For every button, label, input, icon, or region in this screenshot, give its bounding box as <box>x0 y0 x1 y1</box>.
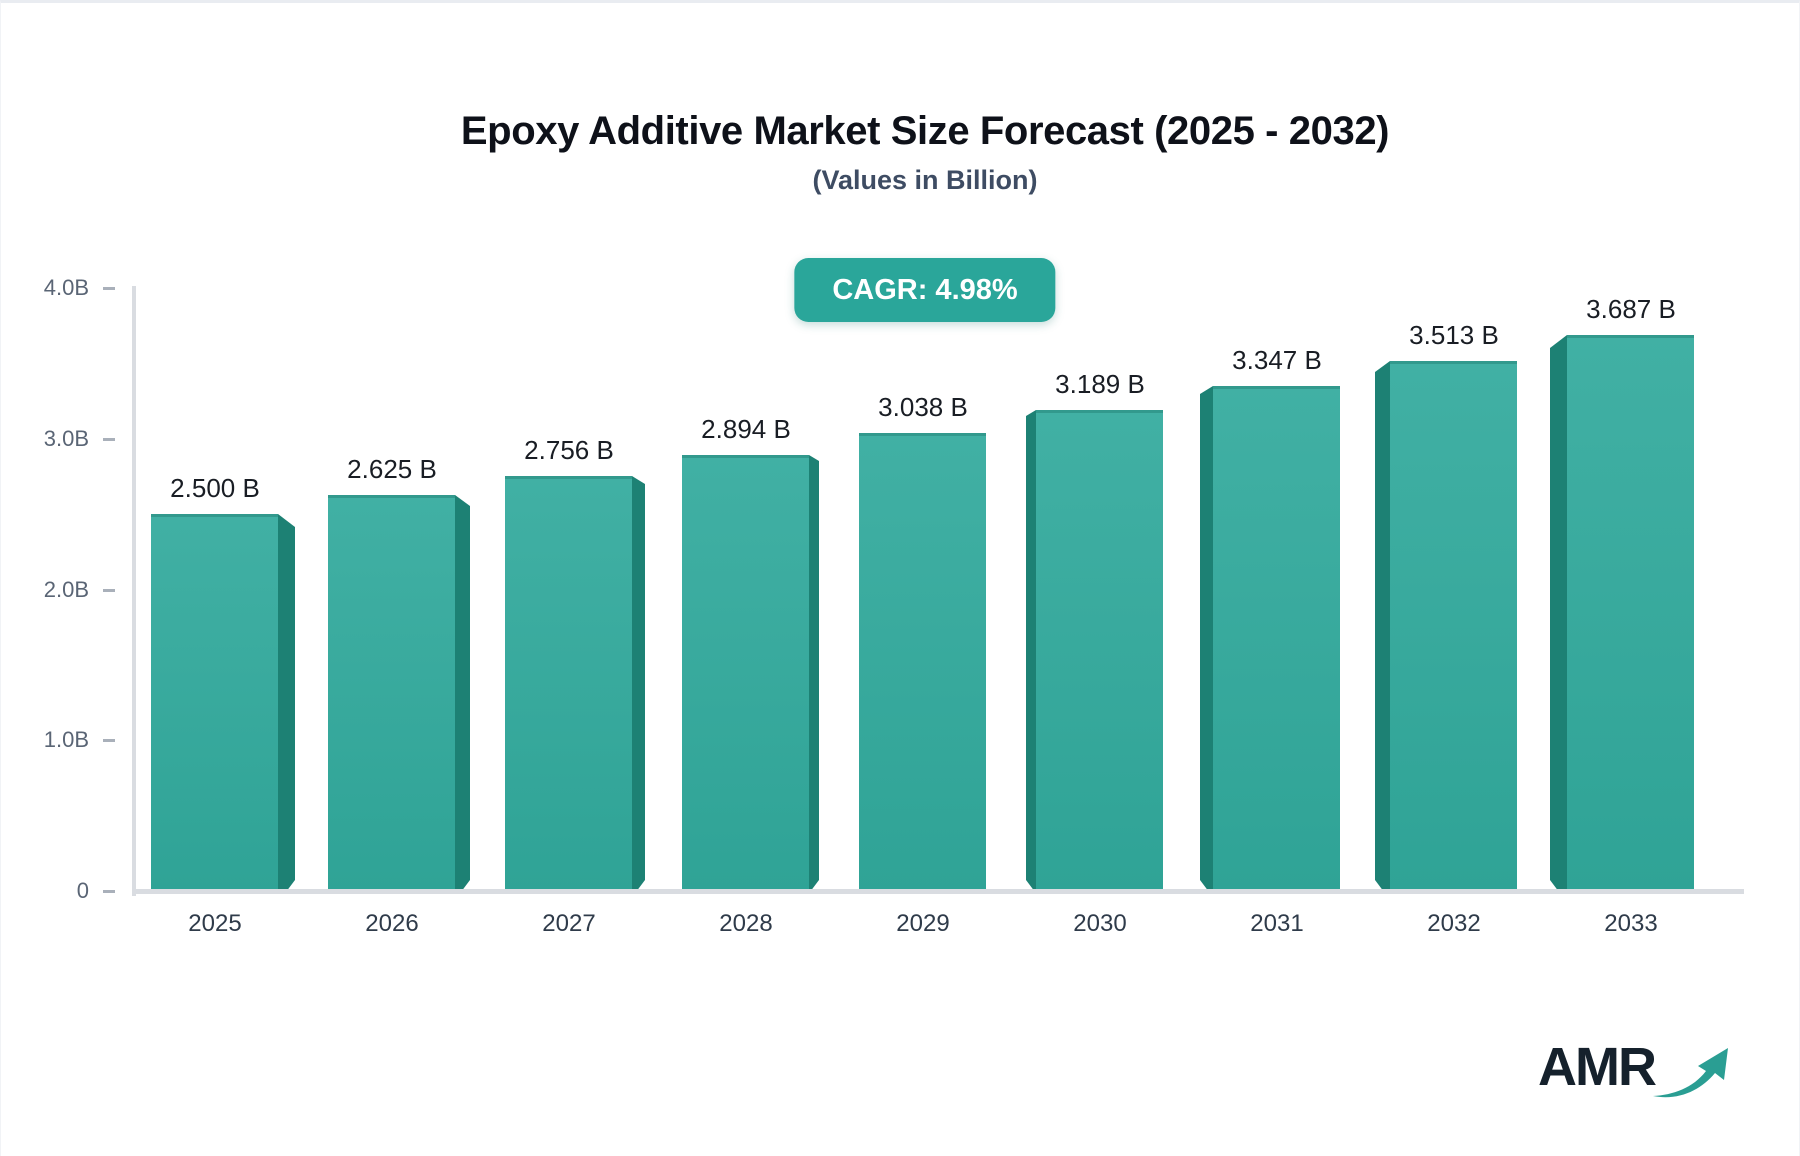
y-axis-tick <box>103 589 115 592</box>
y-axis-tick-label: 1.0B <box>43 727 89 752</box>
bar-value-label: 3.038 B <box>878 392 968 422</box>
bar-value-label: 3.189 B <box>1055 369 1145 399</box>
x-axis-label: 2027 <box>542 910 596 937</box>
bar-side-panel <box>1026 410 1036 892</box>
cagr-badge: CAGR: 4.98% <box>794 258 1056 322</box>
y-axis-tick <box>103 739 115 742</box>
bar-side-panel <box>455 495 470 892</box>
bar-2026 <box>328 495 455 892</box>
x-axis-label: 2026 <box>365 910 419 937</box>
x-axis-label: 2031 <box>1250 910 1304 937</box>
bar-value-label: 3.347 B <box>1232 345 1322 375</box>
x-axis-label: 2030 <box>1073 910 1127 937</box>
bar-value-label: 3.687 B <box>1586 294 1676 324</box>
bar-value-label: 2.625 B <box>347 454 437 484</box>
chart-title: Epoxy Additive Market Size Forecast (202… <box>460 109 1390 153</box>
x-axis-label: 2029 <box>896 910 950 937</box>
x-axis-label: 2033 <box>1604 910 1658 937</box>
y-axis-line <box>132 286 136 896</box>
bar-2029 <box>859 433 986 892</box>
y-axis-tick-label: 4.0B <box>43 275 89 300</box>
x-axis-label: 2028 <box>719 910 773 937</box>
bar-2025 <box>151 514 278 892</box>
y-axis-tick <box>103 287 115 290</box>
amr-logo: AMR <box>1538 1039 1733 1101</box>
bar-value-label: 2.756 B <box>524 435 614 465</box>
amr-logo-text: AMR <box>1538 1037 1657 1097</box>
bar-side-panel <box>809 455 819 892</box>
bar-2033 <box>1567 335 1694 892</box>
y-axis-tick <box>103 438 115 441</box>
growth-arrow-icon <box>1652 1048 1728 1098</box>
x-axis-label: 2025 <box>188 910 242 937</box>
bar-side-panel <box>1550 335 1567 892</box>
bar-value-label: 3.513 B <box>1409 320 1499 350</box>
x-axis-label: 2032 <box>1427 910 1481 937</box>
y-axis-tick-label: 0 <box>76 878 89 903</box>
bar-side-panel <box>1200 386 1213 892</box>
bar-side-panel <box>278 514 295 892</box>
y-axis-tick-label: 3.0B <box>43 426 89 451</box>
bar-2030 <box>1036 410 1163 892</box>
bar-side-panel <box>1375 361 1390 892</box>
bar-2027 <box>505 476 632 892</box>
bar-2031 <box>1213 386 1340 892</box>
y-axis-tick <box>103 890 115 893</box>
bar-side-panel <box>632 476 645 892</box>
y-axis-tick-label: 2.0B <box>43 577 89 602</box>
x-axis-line <box>132 889 1744 894</box>
bar-value-label: 2.894 B <box>701 414 791 444</box>
chart-subtitle: (Values in Billion) <box>812 165 1038 195</box>
bar-value-label: 2.500 B <box>170 473 260 503</box>
bar-2032 <box>1390 361 1517 892</box>
bar-2028 <box>682 455 809 892</box>
